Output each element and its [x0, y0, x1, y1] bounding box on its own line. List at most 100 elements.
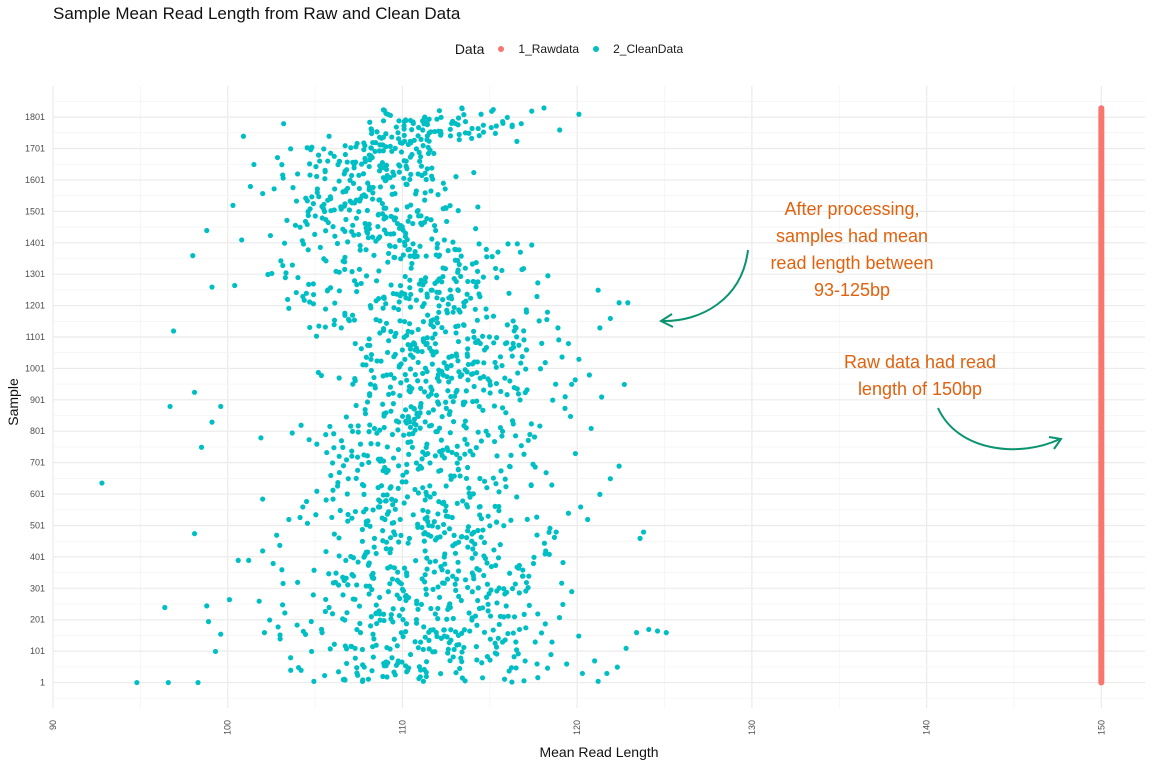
clean-point — [480, 407, 486, 413]
clean-point — [295, 274, 301, 281]
clean-point — [405, 328, 411, 334]
clean-point — [407, 366, 414, 372]
clean-point — [572, 450, 579, 457]
clean-point — [402, 663, 409, 669]
clean-point — [429, 335, 436, 341]
clean-point — [358, 280, 364, 287]
clean-point — [450, 419, 457, 425]
clean-point — [251, 161, 257, 168]
clean-point — [455, 287, 461, 293]
clean-point — [444, 365, 450, 372]
clean-point — [324, 288, 330, 294]
clean-point — [462, 436, 468, 442]
clean-point — [365, 676, 372, 682]
clean-point — [438, 132, 444, 138]
clean-point — [483, 594, 490, 600]
clean-point — [396, 169, 403, 175]
clean-point — [396, 419, 402, 425]
clean-point — [447, 430, 453, 436]
clean-point — [373, 610, 380, 616]
clean-point — [428, 287, 434, 293]
clean-point — [435, 128, 442, 134]
clean-point — [422, 114, 428, 120]
clean-point — [411, 416, 418, 422]
clean-point — [493, 380, 500, 387]
clean-point — [314, 488, 320, 494]
clean-point — [469, 125, 475, 132]
clean-point — [380, 118, 387, 124]
clean-point — [377, 184, 383, 190]
clean-point — [282, 275, 288, 281]
clean-point — [356, 603, 363, 609]
clean-point — [470, 452, 476, 458]
clean-point — [493, 364, 499, 370]
clean-point — [390, 606, 396, 612]
clean-point — [508, 517, 514, 523]
clean-point — [374, 620, 380, 627]
clean-point — [331, 431, 337, 437]
clean-point — [475, 527, 481, 534]
clean-point — [349, 172, 355, 179]
clean-point — [439, 325, 445, 331]
clean-point — [463, 298, 469, 304]
clean-point — [344, 185, 351, 191]
clean-point — [416, 281, 423, 287]
clean-point — [315, 152, 322, 158]
clean-point — [307, 172, 313, 178]
clean-point — [506, 668, 512, 674]
clean-point — [514, 138, 520, 144]
clean-point — [597, 325, 603, 331]
clean-point — [421, 389, 428, 395]
clean-point — [232, 282, 238, 289]
clean-point — [340, 444, 346, 450]
clean-point — [382, 498, 389, 504]
clean-point — [396, 237, 403, 244]
clean-point — [452, 629, 459, 635]
clean-point — [407, 253, 413, 259]
clean-point — [462, 399, 468, 405]
clean-point — [433, 227, 439, 234]
clean-point — [485, 432, 491, 438]
clean-point — [510, 421, 516, 427]
clean-point — [403, 621, 410, 627]
clean-point — [353, 144, 359, 150]
clean-point — [534, 293, 540, 300]
clean-point — [376, 148, 383, 154]
clean-point — [500, 120, 506, 126]
clean-point — [442, 186, 448, 192]
clean-point — [423, 253, 429, 259]
clean-point — [535, 280, 541, 286]
clean-point — [415, 645, 421, 651]
clean-point — [433, 629, 439, 636]
clean-point — [345, 511, 351, 518]
clean-point — [474, 657, 480, 663]
clean-point — [454, 460, 460, 466]
clean-point — [439, 414, 445, 420]
legend-key-rawdata — [498, 46, 505, 52]
clean-point — [315, 369, 321, 376]
clean-point — [417, 243, 423, 249]
clean-point — [404, 494, 411, 500]
clean-point — [489, 254, 495, 260]
clean-point — [395, 136, 402, 142]
clean-point — [323, 228, 329, 234]
clean-point — [430, 317, 436, 323]
clean-point — [452, 393, 458, 399]
clean-point — [447, 133, 454, 139]
clean-point — [380, 326, 387, 332]
clean-point — [404, 204, 410, 210]
clean-point — [423, 341, 429, 348]
clean-point — [585, 516, 591, 523]
clean-point — [475, 585, 481, 591]
clean-point — [515, 651, 521, 657]
clean-point — [366, 560, 372, 566]
clean-point — [510, 340, 516, 347]
clean-point — [347, 177, 353, 183]
clean-point — [337, 507, 343, 514]
clean-point — [407, 176, 413, 183]
clean-point — [350, 180, 357, 187]
clean-point — [597, 491, 603, 497]
clean-point — [428, 217, 434, 223]
clean-point — [369, 586, 375, 593]
clean-point — [490, 313, 497, 319]
